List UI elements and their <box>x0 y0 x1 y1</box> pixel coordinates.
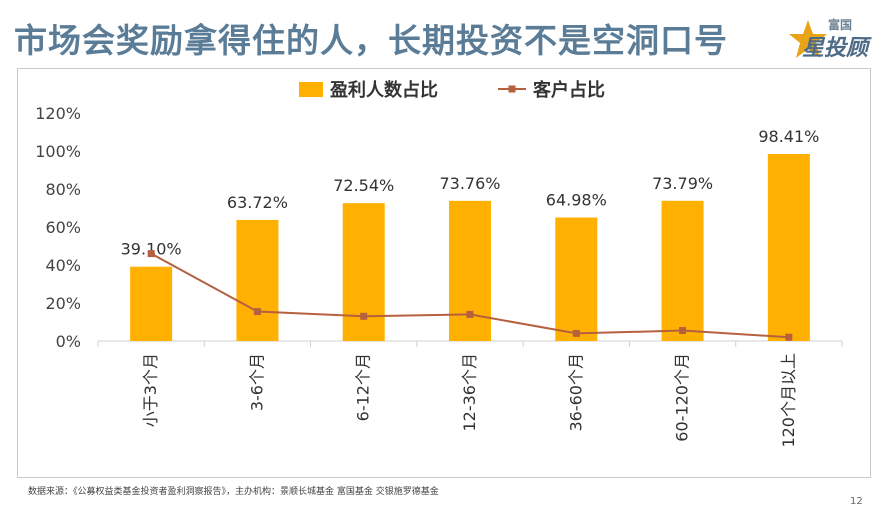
legend-label-bar: 盈利人数占比 <box>329 79 438 101</box>
bar <box>555 217 598 341</box>
y-tick-label: 0% <box>56 332 81 351</box>
bar-data-label: 63.72% <box>227 193 288 212</box>
bar-data-label: 39.10% <box>121 240 182 259</box>
line-point <box>253 308 261 316</box>
line-point <box>466 310 474 318</box>
bar-data-label: 73.76% <box>439 174 500 193</box>
legend-label-line: 客户占比 <box>533 79 605 101</box>
line-point <box>785 333 793 341</box>
legend-swatch-marker <box>508 85 516 93</box>
fuguo-advisor-logo: 富国 星投顾 <box>788 14 878 66</box>
logo-brand-big: 星投顾 <box>802 30 868 62</box>
line-point <box>679 327 687 335</box>
bar <box>236 219 279 341</box>
bar <box>342 203 385 341</box>
chart-frame <box>17 68 871 478</box>
logo-brand-big-text: 投顾 <box>824 36 869 61</box>
bar <box>661 200 704 341</box>
x-tick-label: 6-12个月 <box>354 353 373 421</box>
y-tick-label: 60% <box>45 218 81 237</box>
page-number: 12 <box>850 496 863 507</box>
x-tick-label: 120个月以上 <box>779 353 798 448</box>
y-tick-label: 20% <box>45 294 81 313</box>
y-tick-label: 80% <box>45 180 81 199</box>
logo-star-char: 星 <box>802 36 825 61</box>
profit-chart: 0% 20% 40% 60% 80% 100% 120% 39.10% 63.72% 72.54%… <box>35 79 843 448</box>
x-tick-label: 3-6个月 <box>247 353 266 411</box>
x-tick-label: 60-120个月 <box>673 353 692 442</box>
bar-data-label: 73.79% <box>652 174 713 193</box>
logo-brand-small: 富国 <box>828 18 853 32</box>
star-logo-icon <box>789 20 827 58</box>
y-tick-label: 40% <box>45 256 81 275</box>
bar <box>130 266 173 341</box>
bar <box>449 200 491 341</box>
x-tick-label: 36-60个月 <box>566 353 585 432</box>
line-point <box>360 312 368 320</box>
data-source-note: 数据来源：《公募权益类基金投资者盈利洞察报告》，主办机构：景顺长城基金 富国基金… <box>28 487 439 497</box>
page-title: 市场会奖励拿得住的人，长期投资不是空洞口号 <box>14 21 728 60</box>
legend-swatch-bar <box>299 82 323 97</box>
x-tick-label: 12-36个月 <box>460 353 479 432</box>
y-tick-label: 100% <box>35 142 81 161</box>
bar <box>767 154 810 341</box>
bar-data-label: 64.98% <box>546 191 607 210</box>
x-tick-label: 小于3个月 <box>141 353 160 427</box>
bar-data-label: 72.54% <box>333 176 394 195</box>
line-point <box>147 250 155 258</box>
y-tick-label: 120% <box>35 104 81 123</box>
line-point <box>572 329 580 337</box>
bar-data-label: 98.41% <box>758 127 819 146</box>
